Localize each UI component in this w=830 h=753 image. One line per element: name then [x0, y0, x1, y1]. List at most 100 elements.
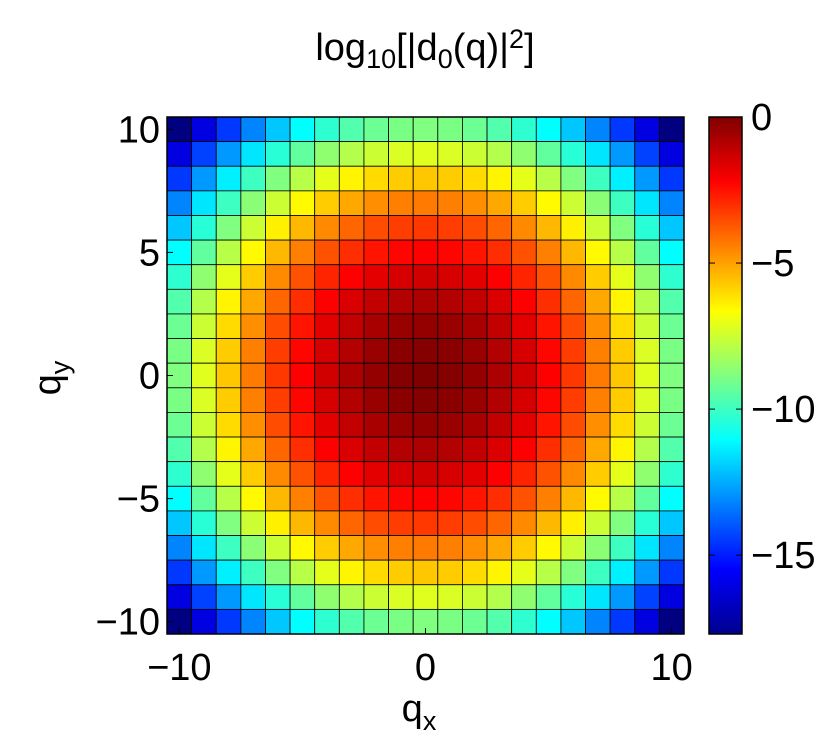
heatmap-cell: [363, 288, 389, 315]
heatmap-cell: [215, 165, 242, 192]
heatmap-cell: [338, 608, 365, 635]
heatmap-cell: [240, 510, 266, 536]
heatmap-cell: [289, 239, 316, 266]
heatmap-cell: [166, 141, 193, 167]
heatmap-cell: [215, 608, 242, 635]
heatmap-cell: [265, 608, 291, 635]
heatmap-cell: [215, 215, 242, 241]
heatmap-cell: [289, 215, 316, 241]
heatmap-cell: [486, 141, 513, 167]
heatmap-cell: [265, 436, 291, 463]
heatmap-cell: [511, 485, 537, 512]
heatmap-cell: [412, 510, 439, 536]
heatmap-cell: [486, 190, 513, 216]
heatmap-cell: [560, 387, 586, 413]
heatmap-cell: [535, 535, 562, 561]
heatmap-cell: [412, 535, 439, 561]
heatmap-cell: [240, 584, 266, 610]
heatmap-cell: [338, 264, 365, 290]
heatmap-cell: [338, 313, 365, 339]
heatmap-cell: [388, 584, 414, 610]
heatmap-cell: [363, 436, 389, 463]
heatmap-cell: [191, 436, 217, 463]
heatmap-cell: [363, 338, 389, 364]
heatmap-cell: [388, 387, 414, 413]
heatmap-cell: [289, 288, 316, 315]
heatmap-cell: [486, 485, 513, 512]
heatmap-cell: [289, 608, 316, 635]
colorbar-tick-label: −10: [751, 389, 815, 431]
heatmap-cell: [585, 461, 611, 487]
heatmap-cell: [289, 165, 316, 192]
heatmap-cell: [240, 436, 266, 463]
heatmap-cell: [609, 436, 636, 463]
heatmap-cell: [215, 584, 242, 610]
heatmap-cell: [388, 338, 414, 364]
heatmap-cell: [412, 116, 439, 143]
heatmap-cell: [437, 190, 463, 216]
heatmap-cell: [535, 584, 562, 610]
y-tick-label: −5: [117, 479, 160, 521]
heatmap-cell: [609, 215, 636, 241]
heatmap-cell: [191, 215, 217, 241]
heatmap-cell: [462, 313, 488, 339]
heatmap-cell: [462, 338, 488, 364]
heatmap-cell: [265, 165, 291, 192]
heatmap-cell: [412, 387, 439, 413]
heatmap-cell: [166, 535, 193, 561]
heatmap-cell: [289, 584, 316, 610]
heatmap-cell: [486, 239, 513, 266]
heatmap-cell: [609, 239, 636, 266]
heatmap-cell: [215, 313, 242, 339]
y-axis-label: qy: [27, 360, 75, 395]
colorbar-tick-label: 0: [751, 97, 772, 139]
heatmap-cell: [437, 485, 463, 512]
heatmap-cell: [191, 190, 217, 216]
heatmap-cell: [166, 436, 193, 463]
heatmap-cell: [412, 584, 439, 610]
heatmap-cell: [338, 485, 365, 512]
heatmap-cell: [191, 338, 217, 364]
heatmap-cell: [511, 264, 537, 290]
heatmap-cell: [338, 436, 365, 463]
heatmap-cell: [658, 584, 685, 610]
heatmap-cell: [560, 559, 586, 586]
heatmap-cell: [585, 264, 611, 290]
heatmap-cell: [265, 485, 291, 512]
heatmap-cell: [658, 461, 685, 487]
heatmap-cell: [215, 412, 242, 438]
heatmap-cell: [437, 535, 463, 561]
heatmap-cell: [412, 412, 439, 438]
heatmap-cell: [240, 264, 266, 290]
heatmap-cell: [486, 215, 513, 241]
heatmap-cell: [338, 239, 365, 266]
heatmap-cell: [166, 387, 193, 413]
heatmap-cell: [585, 288, 611, 315]
heatmap-cell: [511, 608, 537, 635]
heatmap-cell: [215, 436, 242, 463]
heatmap-cell: [585, 535, 611, 561]
heatmap-cell: [265, 313, 291, 339]
heatmap-cell: [215, 362, 242, 389]
heatmap-cell: [535, 313, 562, 339]
heatmap-cell: [314, 461, 340, 487]
heatmap-cell: [289, 338, 316, 364]
heatmap-cell: [609, 608, 636, 635]
heatmap-cell: [609, 461, 636, 487]
heatmap-cell: [363, 313, 389, 339]
heatmap-cell: [609, 190, 636, 216]
heatmap-cell: [511, 535, 537, 561]
heatmap-cell: [437, 313, 463, 339]
heatmap-cell: [437, 116, 463, 143]
heatmap-cell: [462, 362, 488, 389]
heatmap-cell: [658, 412, 685, 438]
heatmap-cell: [535, 215, 562, 241]
heatmap-cell: [560, 584, 586, 610]
heatmap-cell: [462, 239, 488, 266]
heatmap-cell: [462, 559, 488, 586]
heatmap-cell: [289, 436, 316, 463]
heatmap-cell: [191, 510, 217, 536]
chart-title: log10[|d0(q)|2]: [315, 24, 534, 74]
heatmap-cell: [289, 412, 316, 438]
heatmap-cell: [560, 412, 586, 438]
